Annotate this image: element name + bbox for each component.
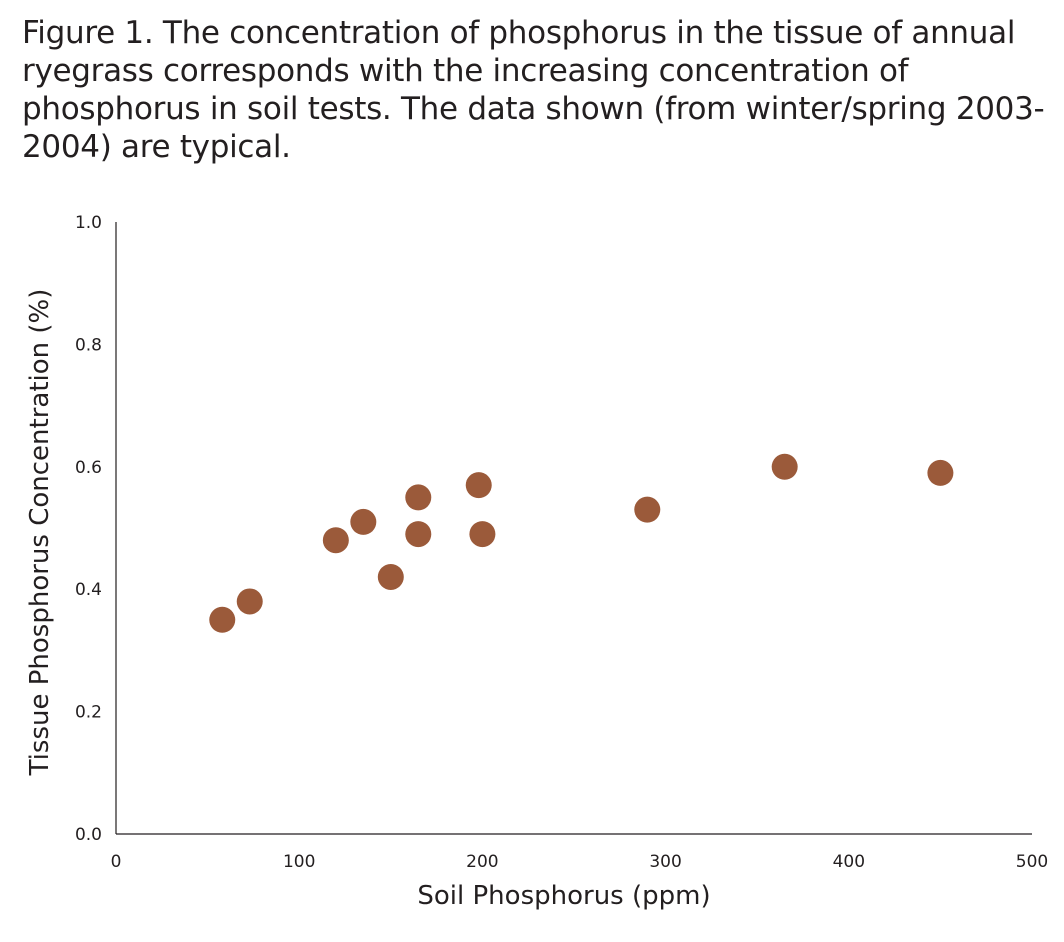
- data-point: [927, 459, 954, 486]
- data-point: [350, 508, 377, 535]
- x-tick-label: 400: [833, 852, 865, 872]
- data-point: [377, 563, 404, 590]
- data-point: [465, 472, 492, 499]
- data-points: [209, 453, 954, 633]
- data-point: [405, 484, 432, 511]
- x-tick-label: 0: [111, 852, 122, 872]
- y-axis-title: Tissue Phosphorus Concentration (%): [25, 289, 55, 777]
- data-point: [236, 588, 263, 615]
- y-tick-label: 0.6: [75, 458, 102, 478]
- x-tick-label: 100: [283, 852, 315, 872]
- y-tick-label: 0.2: [75, 703, 102, 723]
- axes: [115, 222, 1032, 835]
- data-point: [771, 453, 798, 480]
- data-point: [634, 496, 661, 523]
- data-point: [469, 521, 496, 548]
- x-axis-title: Soil Phosphorus (ppm): [417, 881, 710, 911]
- x-tick-label: 200: [466, 852, 498, 872]
- y-tick-labels: 0.0 0.2 0.4 0.6 0.8 1.0: [75, 213, 102, 845]
- x-tick-label: 500: [1016, 852, 1048, 872]
- y-tick-label: 0.8: [75, 335, 102, 355]
- x-tick-labels: 0 100 200 300 400 500: [111, 852, 1049, 872]
- data-point: [209, 606, 236, 633]
- y-tick-label: 1.0: [75, 213, 102, 233]
- x-tick-label: 300: [649, 852, 681, 872]
- data-point: [322, 527, 349, 554]
- data-point: [405, 521, 432, 548]
- figure-caption: Figure 1. The concentration of phosphoru…: [22, 15, 1045, 165]
- y-tick-label: 0.4: [75, 580, 102, 600]
- y-tick-label: 0.0: [75, 825, 102, 845]
